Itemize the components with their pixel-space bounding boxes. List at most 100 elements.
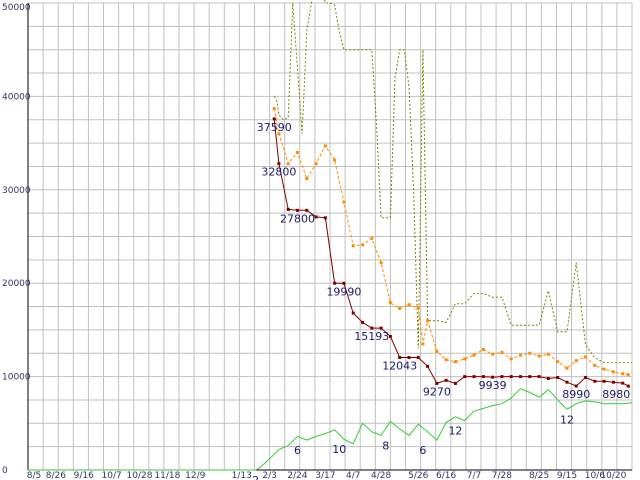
average-point <box>379 261 383 265</box>
high-series-line <box>273 0 632 364</box>
x-tick-label: 2/24 <box>287 471 307 480</box>
low-point <box>537 375 541 379</box>
low-point <box>453 381 457 385</box>
average-point <box>602 367 606 371</box>
count-label: 6 <box>419 444 426 457</box>
average-point <box>407 303 411 307</box>
x-tick-label: 8/26 <box>46 471 66 480</box>
low-point <box>611 380 615 384</box>
low-point <box>435 381 439 385</box>
low-point <box>463 375 467 379</box>
y-tick-label: 30000 <box>2 186 31 196</box>
x-tick-label: 11/18 <box>154 471 180 480</box>
low-point <box>314 215 318 219</box>
low-point <box>491 375 495 379</box>
average-point <box>370 236 374 240</box>
average-point <box>611 370 615 374</box>
x-tick-label: 9/15 <box>557 471 577 480</box>
data-label: 15193 <box>354 330 389 343</box>
x-tick-label: 8/5 <box>27 471 41 480</box>
low-point <box>546 376 550 380</box>
data-label: 32800 <box>261 166 296 179</box>
low-point <box>416 356 420 360</box>
x-tick-label: 9/16 <box>74 471 94 480</box>
average-point <box>444 358 448 362</box>
chart-axes: 0 10000 20000 30000 40000 50000 8/5 8/26 9/16 10/… <box>2 3 632 480</box>
average-point <box>472 353 476 357</box>
y-tick-label: 20000 <box>2 279 31 289</box>
average-point <box>277 132 281 136</box>
x-tick-label: 7/7 <box>467 471 481 480</box>
low-point <box>500 375 504 379</box>
low-point <box>481 375 485 379</box>
y-tick-label: 0 <box>2 466 8 476</box>
count-label: 2 <box>252 474 259 480</box>
average-point <box>435 349 439 353</box>
data-label: 12043 <box>382 360 417 373</box>
average-point <box>626 373 630 377</box>
average-point <box>621 372 625 376</box>
count-label: 6 <box>294 444 301 457</box>
average-point <box>342 200 346 204</box>
low-series-line <box>273 118 629 387</box>
average-point <box>388 301 392 305</box>
average-point <box>453 360 457 364</box>
low-point <box>426 364 430 368</box>
average-point <box>305 177 309 181</box>
x-tick-label: 6/16 <box>436 471 456 480</box>
count-label: 8 <box>382 439 389 452</box>
average-point <box>416 305 420 309</box>
low-point <box>295 208 299 212</box>
x-tick-label: 1/13 <box>232 471 252 480</box>
x-tick-label: 3/17 <box>315 471 335 480</box>
chart-series <box>28 0 633 471</box>
x-tick-label: 10/20 <box>600 471 626 480</box>
average-point <box>537 354 541 358</box>
average-point <box>481 348 485 352</box>
average-point <box>500 350 504 354</box>
x-tick-label: 2/3 <box>262 471 276 480</box>
low-point <box>584 376 588 380</box>
x-tick-label: 4/7 <box>346 471 360 480</box>
low-point <box>626 384 630 388</box>
low-point <box>398 356 402 360</box>
count-label: 10 <box>332 443 346 456</box>
low-point <box>509 375 513 379</box>
low-point <box>556 376 560 380</box>
low-point <box>518 375 522 379</box>
chart-grid <box>27 2 633 471</box>
average-point <box>509 357 513 361</box>
low-point <box>621 381 625 385</box>
data-label: 19990 <box>326 285 361 298</box>
low-point <box>305 208 309 212</box>
low-point <box>593 379 597 383</box>
average-point <box>272 107 276 111</box>
x-tick-label: 12/9 <box>185 471 205 480</box>
average-point <box>295 150 299 154</box>
y-tick-label: 50000 <box>2 3 31 13</box>
average-point <box>565 366 569 370</box>
low-point <box>361 320 365 324</box>
x-tick-label: 8/25 <box>529 471 549 480</box>
low-point <box>388 334 392 338</box>
low-point <box>277 162 281 166</box>
average-point <box>286 162 290 166</box>
low-point <box>602 379 606 383</box>
data-label: 8990 <box>562 388 590 401</box>
average-point <box>574 359 578 363</box>
low-point <box>370 326 374 330</box>
x-tick-label: 7/28 <box>492 471 512 480</box>
data-label: 37590 <box>257 121 292 134</box>
x-tick-label: 10/6 <box>585 471 605 480</box>
average-point <box>333 158 337 162</box>
average-point <box>463 357 467 361</box>
average-point <box>421 342 425 346</box>
average-point <box>584 355 588 359</box>
average-point <box>323 144 327 148</box>
low-point <box>528 375 532 379</box>
data-label: 8980 <box>602 388 630 401</box>
data-label: 9939 <box>479 379 507 392</box>
average-point <box>546 352 550 356</box>
